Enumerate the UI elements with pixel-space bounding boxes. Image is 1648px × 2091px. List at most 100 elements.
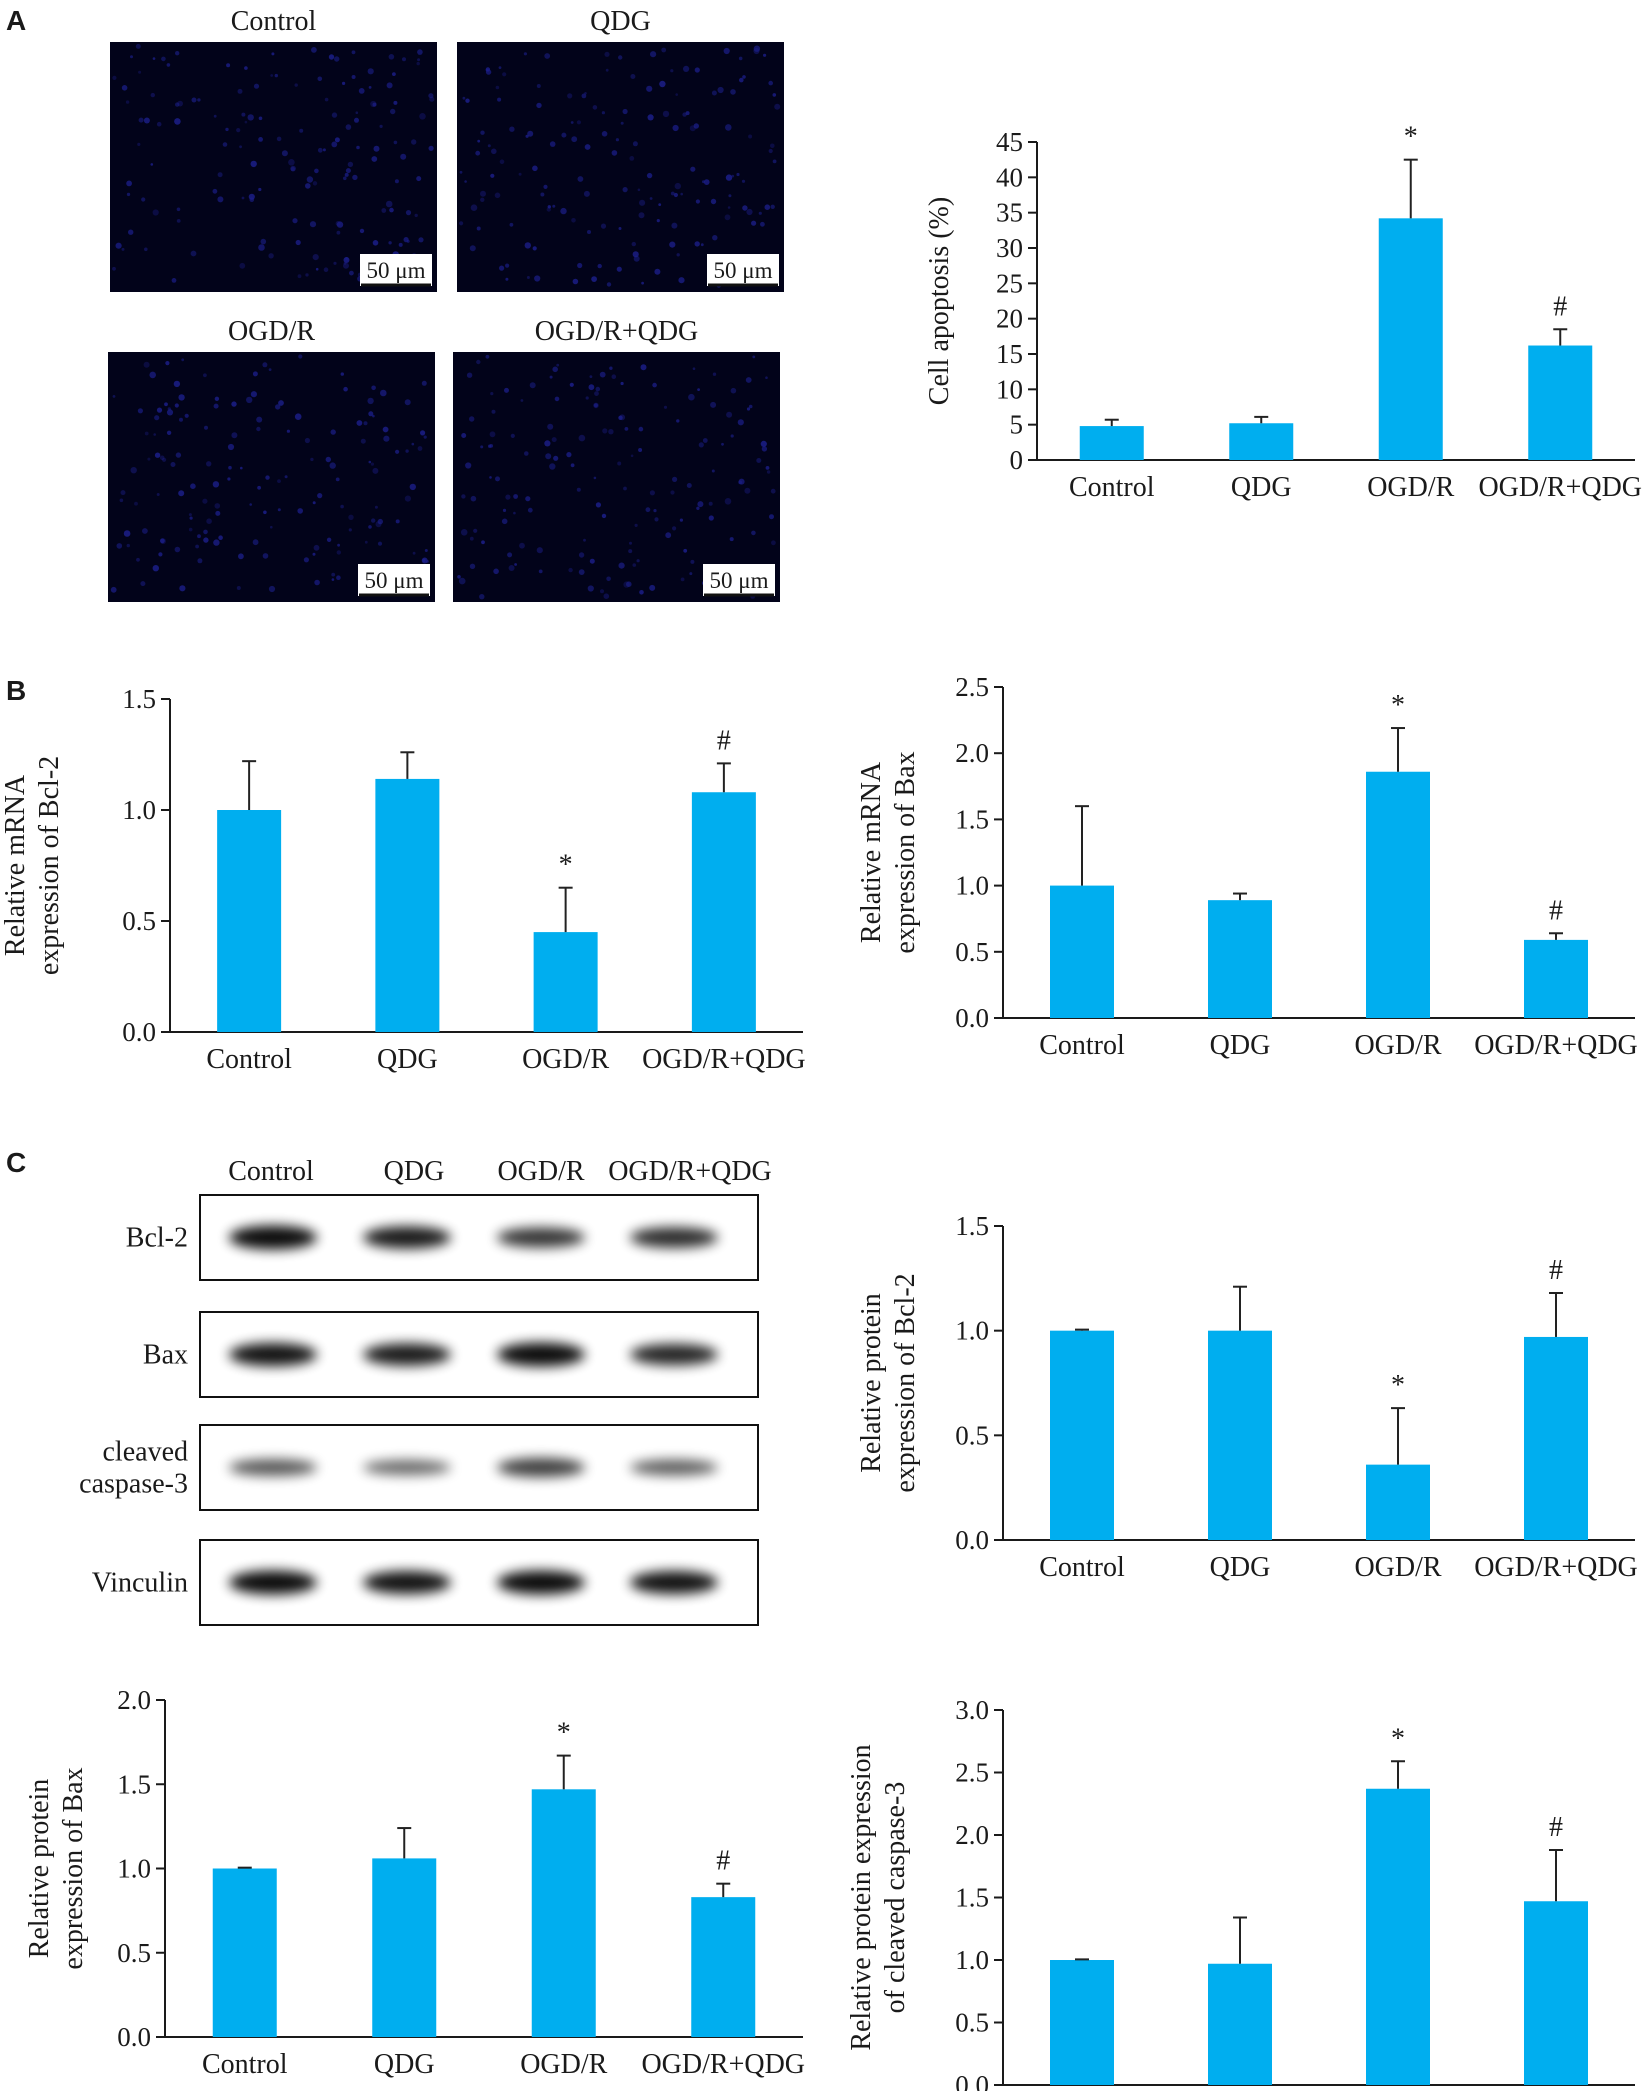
nucleus bbox=[344, 172, 349, 177]
nucleus bbox=[673, 192, 679, 198]
nucleus bbox=[141, 197, 146, 202]
nucleus bbox=[616, 266, 622, 272]
nucleus bbox=[772, 159, 777, 164]
chart-bax_protein: 0.0 0.5 1.0 1.5 2.0 Control QDG * OGD/R # OGD/R+QD… bbox=[24, 1685, 805, 2080]
nucleus bbox=[356, 145, 360, 150]
nucleus bbox=[536, 84, 541, 88]
nucleus bbox=[728, 194, 732, 198]
nucleus bbox=[519, 542, 525, 549]
nucleus bbox=[672, 476, 678, 482]
nucleus bbox=[502, 508, 507, 512]
scale-bar-box bbox=[358, 564, 430, 596]
nucleus bbox=[578, 552, 585, 558]
nucleus bbox=[700, 243, 704, 247]
y-tick-label: 0.5 bbox=[955, 2008, 989, 2038]
nucleus bbox=[160, 538, 167, 545]
nucleus bbox=[577, 176, 584, 182]
nucleus bbox=[532, 165, 538, 172]
nucleus bbox=[400, 153, 407, 160]
nucleus bbox=[594, 391, 599, 396]
nucleus bbox=[418, 237, 424, 243]
x-tick-label: OGD/R+QDG bbox=[1478, 472, 1642, 503]
nucleus bbox=[760, 440, 767, 447]
nucleus bbox=[611, 374, 617, 380]
nucleus bbox=[333, 261, 337, 265]
nucleus bbox=[389, 207, 394, 213]
significance-mark: * bbox=[557, 1718, 571, 1749]
significance-mark: # bbox=[1549, 1255, 1563, 1286]
chart-bcl2_mrna: 0.0 0.5 1.0 1.5 Control QDG * OGD/R # OGD/R+QDG Re… bbox=[0, 684, 806, 1075]
nucleus bbox=[501, 518, 508, 525]
nucleus bbox=[638, 212, 645, 219]
nucleus bbox=[393, 140, 398, 145]
bar bbox=[217, 810, 282, 1032]
y-axis-label-line: Relative protein bbox=[24, 1779, 55, 1959]
nucleus bbox=[370, 100, 377, 108]
blot-row-label-line: Vinculin bbox=[92, 1568, 188, 1599]
nucleus bbox=[632, 563, 637, 567]
nucleus bbox=[459, 170, 463, 174]
nucleus bbox=[617, 461, 622, 466]
nucleus bbox=[606, 576, 611, 582]
y-axis-label-line: Relative protein bbox=[856, 1293, 887, 1473]
nucleus bbox=[469, 536, 474, 541]
nucleus bbox=[351, 75, 356, 79]
nucleus bbox=[203, 373, 207, 378]
nucleus bbox=[213, 403, 219, 409]
nucleus bbox=[317, 493, 323, 499]
nucleus bbox=[694, 67, 700, 73]
nucleus bbox=[226, 63, 231, 68]
nucleus bbox=[724, 498, 732, 505]
western-blot: Control QDG OGD/R OGD/R+QDG Bcl-2 Bax cleaved c… bbox=[79, 1156, 772, 1626]
nucleus bbox=[547, 423, 554, 430]
nucleus bbox=[696, 506, 700, 510]
nucleus bbox=[549, 375, 553, 379]
nucleus bbox=[252, 371, 258, 377]
nucleus bbox=[549, 463, 556, 470]
nucleus bbox=[476, 359, 481, 365]
nucleus bbox=[770, 143, 775, 149]
nucleus bbox=[351, 50, 356, 55]
nucleus bbox=[258, 187, 262, 192]
nucleus bbox=[504, 387, 509, 393]
nucleus bbox=[345, 124, 352, 130]
y-tick-label: 1.5 bbox=[955, 804, 989, 834]
nucleus bbox=[595, 386, 601, 392]
nucleus bbox=[317, 76, 323, 82]
nucleus bbox=[165, 361, 170, 366]
nucleus bbox=[414, 213, 418, 218]
nucleus bbox=[239, 262, 246, 269]
nuclei-layer bbox=[110, 354, 429, 593]
y-tick-label: 1.5 bbox=[122, 684, 156, 714]
nucleus bbox=[623, 486, 627, 491]
nucleus bbox=[595, 502, 602, 508]
nucleus bbox=[309, 221, 317, 228]
nucleus bbox=[371, 518, 376, 523]
blot-band bbox=[229, 1225, 317, 1250]
nucleus bbox=[152, 565, 159, 572]
nucleus bbox=[189, 516, 193, 520]
nucleus bbox=[370, 462, 374, 466]
nucleus bbox=[275, 404, 281, 410]
nucleus bbox=[428, 145, 434, 151]
micrograph-image bbox=[457, 42, 784, 292]
nucleus bbox=[583, 190, 590, 197]
nucleus bbox=[741, 179, 746, 183]
blot-band bbox=[630, 1459, 718, 1476]
nucleus bbox=[742, 75, 746, 79]
nucleus bbox=[312, 254, 319, 261]
bar bbox=[691, 792, 756, 1032]
nucleus bbox=[634, 523, 638, 528]
nucleus bbox=[774, 103, 781, 110]
y-tick-label: 2.0 bbox=[955, 738, 989, 768]
nucleus bbox=[688, 393, 695, 401]
nucleus bbox=[499, 265, 505, 271]
nucleus bbox=[652, 382, 657, 388]
y-tick-label: 0.0 bbox=[117, 2022, 151, 2052]
nucleus bbox=[337, 543, 340, 547]
nucleus bbox=[174, 403, 179, 408]
nucleus bbox=[532, 246, 537, 251]
y-tick-label: 1.0 bbox=[117, 1854, 151, 1884]
blot-row-label: Vinculin bbox=[92, 1568, 188, 1599]
nucleus bbox=[690, 166, 696, 172]
